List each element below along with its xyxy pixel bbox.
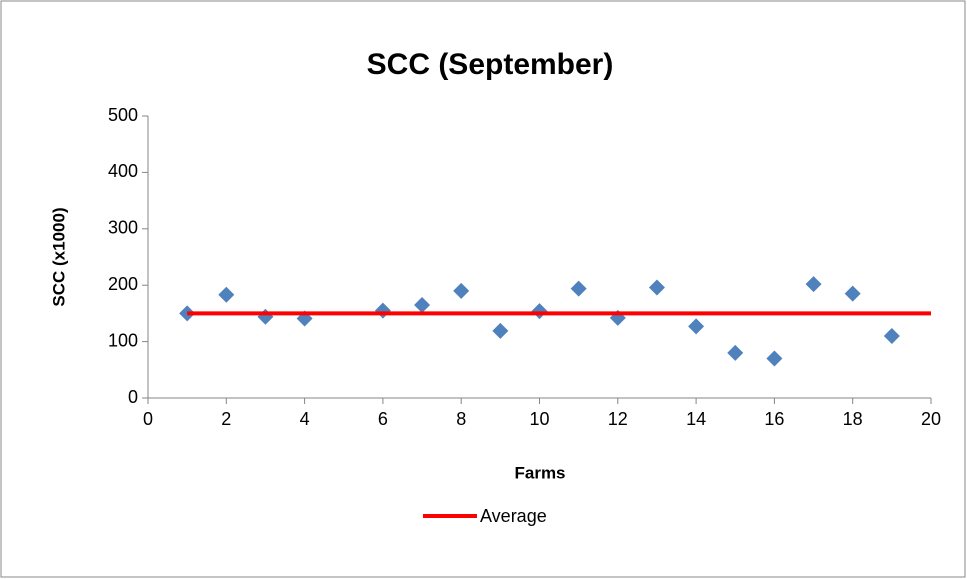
x-tick-label: 2	[221, 409, 231, 429]
data-point	[218, 286, 235, 303]
legend-label: Average	[480, 506, 547, 526]
data-point	[883, 327, 900, 344]
data-point	[648, 279, 665, 296]
data-point	[492, 322, 509, 339]
x-tick-label: 14	[686, 409, 706, 429]
x-axis-title: Farms	[514, 463, 565, 482]
x-tick-label: 12	[608, 409, 628, 429]
x-tick-label: 18	[843, 409, 863, 429]
data-point	[766, 350, 783, 367]
y-tick-label: 0	[128, 387, 138, 407]
data-point	[727, 344, 744, 361]
y-tick-label: 400	[108, 161, 138, 181]
data-point	[453, 282, 470, 299]
data-point	[570, 280, 587, 297]
x-tick-label: 8	[456, 409, 466, 429]
x-tick-label: 16	[764, 409, 784, 429]
data-point	[688, 318, 705, 335]
y-tick-label: 200	[108, 274, 138, 294]
y-tick-label: 500	[108, 105, 138, 125]
x-tick-label: 20	[921, 409, 941, 429]
data-point	[805, 276, 822, 293]
data-point	[414, 296, 431, 313]
data-point	[844, 285, 861, 302]
x-tick-label: 6	[378, 409, 388, 429]
y-axis-title: SCC (x1000)	[49, 207, 68, 306]
x-tick-label: 10	[529, 409, 549, 429]
x-tick-label: 0	[143, 409, 153, 429]
x-tick-label: 4	[300, 409, 310, 429]
chart-title: SCC (September)	[367, 48, 614, 81]
y-tick-label: 100	[108, 330, 138, 350]
y-tick-label: 300	[108, 218, 138, 238]
